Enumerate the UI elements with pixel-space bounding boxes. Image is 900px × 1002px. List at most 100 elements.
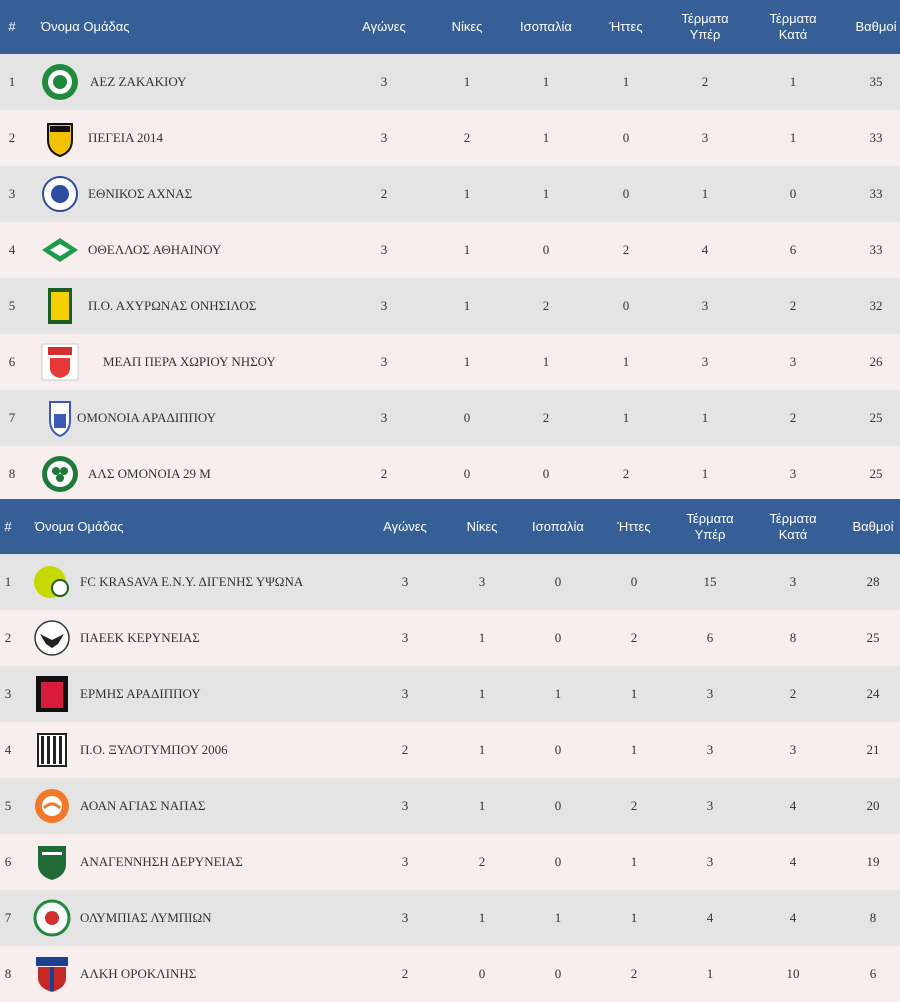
cell-draws: 0: [542, 466, 550, 481]
team-name-link[interactable]: Π.Ο. ΑΧΥΡΩΝΑΣ ΟΝΗΣΙΛΟΣ: [88, 298, 257, 313]
cell-ga: 4: [789, 910, 797, 925]
table-row[interactable]: 2 3 1 0 2 6 8 25 ΠΑΕΕΚ ΚΕΡΥΝΕΙΑΣ: [0, 610, 900, 666]
header-rank: #: [4, 518, 12, 534]
team-name-link[interactable]: Π.Ο. ΞΥΛΟΤΥΜΠΟΥ 2006: [80, 742, 228, 757]
cell-losses: 0: [622, 130, 630, 145]
cell-rank: 3: [8, 186, 16, 201]
team-logo-icon: [32, 842, 72, 882]
cell-played: 3: [380, 130, 388, 145]
cell-losses: 1: [630, 742, 638, 757]
cell-played: 3: [401, 574, 409, 589]
cell-rank: 8: [4, 966, 12, 981]
cell-draws: 1: [554, 910, 562, 925]
table-row[interactable]: 1 3 1 1 1 2 1 35 ΑΕΖ ΖΑΚΑΚΙΟΥ: [0, 54, 900, 110]
cell-points: 26: [869, 354, 883, 369]
cell-rank: 2: [8, 130, 16, 145]
header-team: Όνομα Ομάδας: [35, 518, 124, 534]
team-name-link[interactable]: ΟΜΟΝΟΙΑ ΑΡΑΔΙΠΠΟΥ: [77, 410, 217, 425]
cell-played: 3: [401, 910, 409, 925]
table-row[interactable]: 5 3 1 2 0 3 2 32 Π.Ο. ΑΧΥΡΩΝΑΣ ΟΝΗΣΙΛΟΣ: [0, 278, 900, 334]
table-row[interactable]: 1 3 3 0 0 15 3 28 FC KRASAVA Ε.Ν.Υ. ΔΙΓΕΝΗΣ ΥΨΩΝ…: [0, 554, 900, 610]
cell-gf: 3: [701, 130, 709, 145]
cell-draws: 1: [542, 186, 550, 201]
header-losses: Ήττες: [609, 19, 643, 34]
table-row[interactable]: 4 3 1 0 2 4 6 33 ΟΘΕΛΛΟΣ ΑΘΗΑΙΝΟΥ: [0, 222, 900, 278]
cell-played: 2: [401, 742, 409, 757]
cell-rank: 4: [8, 242, 16, 257]
table-row[interactable]: 8 2 0 0 2 1 10 6 ΑΛΚΗ ΟΡΟΚΛΙΝΗΣ: [0, 946, 900, 1002]
cell-wins: 0: [463, 410, 471, 425]
team-logo-icon: [40, 230, 80, 270]
cell-ga: 4: [789, 854, 797, 869]
cell-played: 3: [380, 410, 388, 425]
team-name-link[interactable]: ΟΘΕΛΛΟΣ ΑΘΗΑΙΝΟΥ: [88, 242, 222, 257]
cell-points: 25: [869, 410, 883, 425]
cell-gf: 6: [706, 630, 714, 645]
cell-draws: 0: [554, 742, 562, 757]
team-name-link[interactable]: ΑΟΑΝ ΑΓΙΑΣ ΝΑΠΑΣ: [80, 798, 206, 813]
cell-gf: 1: [701, 466, 709, 481]
team-name-link[interactable]: ΑΕΖ ΖΑΚΑΚΙΟΥ: [90, 74, 187, 89]
header-gf: Τέρματα Υπέρ: [681, 11, 729, 42]
cell-gf: 3: [701, 298, 709, 313]
team-name-link[interactable]: ΑΛΚΗ ΟΡΟΚΛΙΝΗΣ: [80, 966, 197, 981]
header-rank: #: [8, 19, 16, 34]
table-row[interactable]: 2 3 2 1 0 3 1 33 ΠΕΓΕΙΑ 2014: [0, 110, 900, 166]
cell-wins: 1: [463, 74, 471, 89]
team-name-link[interactable]: ΑΛΣ ΟΜΟΝΟΙΑ 29 Μ: [88, 466, 211, 481]
cell-points: 19: [866, 854, 880, 869]
cell-played: 2: [380, 186, 388, 201]
table-row[interactable]: 3 2 1 1 0 1 0 33 ΕΘΝΙΚΟΣ ΑΧΝΑΣ: [0, 166, 900, 222]
table-row[interactable]: 7 3 0 2 1 1 2 25 ΟΜΟΝΟΙΑ ΑΡΑΔΙΠΠΟΥ: [0, 390, 900, 446]
cell-rank: 4: [4, 742, 12, 757]
cell-gf: 3: [706, 686, 714, 701]
header-wins: Νίκες: [451, 19, 483, 34]
cell-played: 3: [401, 686, 409, 701]
table-header: # Όνομα Ομάδας Αγώνες Νίκες Ισοπαλία Ήττες Τέρ…: [0, 0, 900, 54]
table-row[interactable]: 6 3 1 1 1 3 3 26 ΜΕΑΠ ΠΕΡΑ ΧΩΡΙΟΥ ΝΗΣΟΥ: [0, 334, 900, 390]
cell-gf: 3: [706, 854, 714, 869]
team-name-link[interactable]: ΟΛΥΜΠΙΑΣ ΛΥΜΠΙΩΝ: [80, 910, 212, 925]
table-header: # Όνομα Ομάδας Αγώνες Νίκες Ισοπαλία Ήττες Τέρ…: [0, 499, 900, 554]
cell-losses: 0: [630, 574, 638, 589]
cell-wins: 1: [478, 798, 486, 813]
cell-gf: 2: [701, 74, 709, 89]
cell-losses: 2: [622, 466, 630, 481]
team-name-link[interactable]: ΑΝΑΓΕΝΝΗΣΗ ΔΕΡΥΝΕΙΑΣ: [80, 854, 243, 869]
team-name-link[interactable]: ΕΘΝΙΚΟΣ ΑΧΝΑΣ: [88, 186, 193, 201]
cell-played: 2: [380, 466, 388, 481]
cell-ga: 3: [789, 742, 797, 757]
cell-draws: 0: [542, 242, 550, 257]
team-logo-icon: [40, 398, 80, 438]
table-row[interactable]: 3 3 1 1 1 3 2 24 ΕΡΜΗΣ ΑΡΑΔΙΠΠΟΥ: [0, 666, 900, 722]
table-row[interactable]: 5 3 1 0 2 3 4 20 ΑΟΑΝ ΑΓΙΑΣ ΝΑΠΑΣ: [0, 778, 900, 834]
team-name-link[interactable]: ΕΡΜΗΣ ΑΡΑΔΙΠΠΟΥ: [80, 686, 201, 701]
cell-rank: 3: [4, 686, 12, 701]
table-row[interactable]: 6 3 2 0 1 3 4 19 ΑΝΑΓΕΝΝΗΣΗ ΔΕΡΥΝΕΙΑΣ: [0, 834, 900, 890]
cell-wins: 1: [463, 354, 471, 369]
header-played: Αγώνες: [362, 19, 406, 34]
team-name-link[interactable]: FC KRASAVA Ε.Ν.Υ. ΔΙΓΕΝΗΣ ΥΨΩΝΑ: [80, 574, 304, 589]
cell-played: 3: [380, 74, 388, 89]
team-name-link[interactable]: ΜΕΑΠ ΠΕΡΑ ΧΩΡΙΟΥ ΝΗΣΟΥ: [103, 354, 276, 369]
team-name-link[interactable]: ΠΕΓΕΙΑ 2014: [88, 130, 164, 145]
team-name-link[interactable]: ΠΑΕΕΚ ΚΕΡΥΝΕΙΑΣ: [80, 630, 200, 645]
cell-gf: 3: [706, 798, 714, 813]
table-row[interactable]: 8 2 0 0 2 1 3 25 ΑΛΣ ΟΜΟΝΟΙΑ 29 Μ: [0, 446, 900, 502]
cell-wins: 0: [478, 966, 486, 981]
cell-played: 3: [380, 242, 388, 257]
team-logo-icon: [32, 954, 72, 994]
cell-losses: 1: [630, 854, 638, 869]
cell-gf: 3: [706, 742, 714, 757]
table-row[interactable]: 4 2 1 0 1 3 3 21 Π.Ο. ΞΥΛΟΤΥΜΠΟΥ 2006: [0, 722, 900, 778]
cell-losses: 2: [622, 242, 630, 257]
table-row[interactable]: 7 3 1 1 1 4 4 8 ΟΛΥΜΠΙΑΣ ΛΥΜΠΙΩΝ: [0, 890, 900, 946]
cell-points: 6: [869, 966, 877, 981]
team-logo-icon: [32, 562, 72, 602]
cell-draws: 2: [542, 298, 550, 313]
team-logo-icon: [32, 674, 72, 714]
cell-wins: 2: [478, 854, 486, 869]
cell-points: 20: [866, 798, 880, 813]
header-draws: Ισοπαλία: [532, 518, 584, 534]
cell-losses: 1: [622, 354, 630, 369]
